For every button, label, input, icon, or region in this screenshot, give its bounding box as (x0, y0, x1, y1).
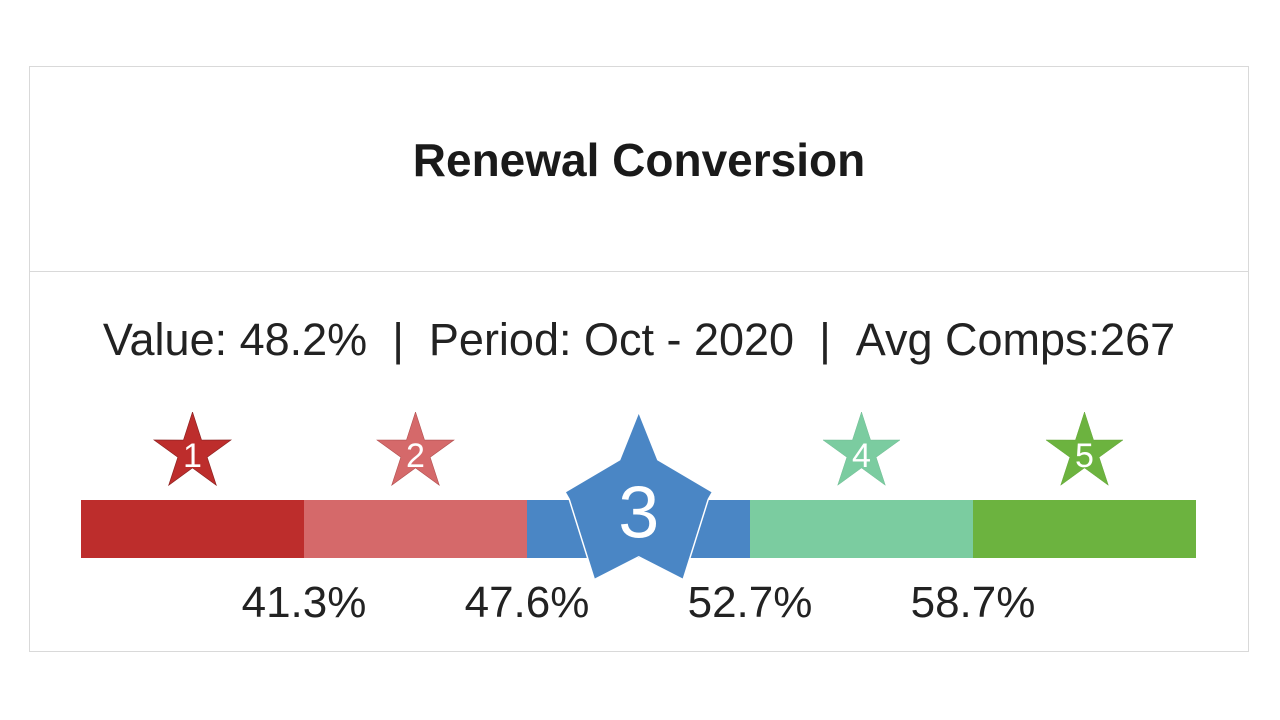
svg-text:3: 3 (618, 470, 659, 553)
svg-text:4: 4 (852, 437, 871, 475)
svg-text:5: 5 (1075, 437, 1094, 475)
svg-text:1: 1 (183, 437, 202, 475)
svg-text:2: 2 (406, 437, 425, 475)
